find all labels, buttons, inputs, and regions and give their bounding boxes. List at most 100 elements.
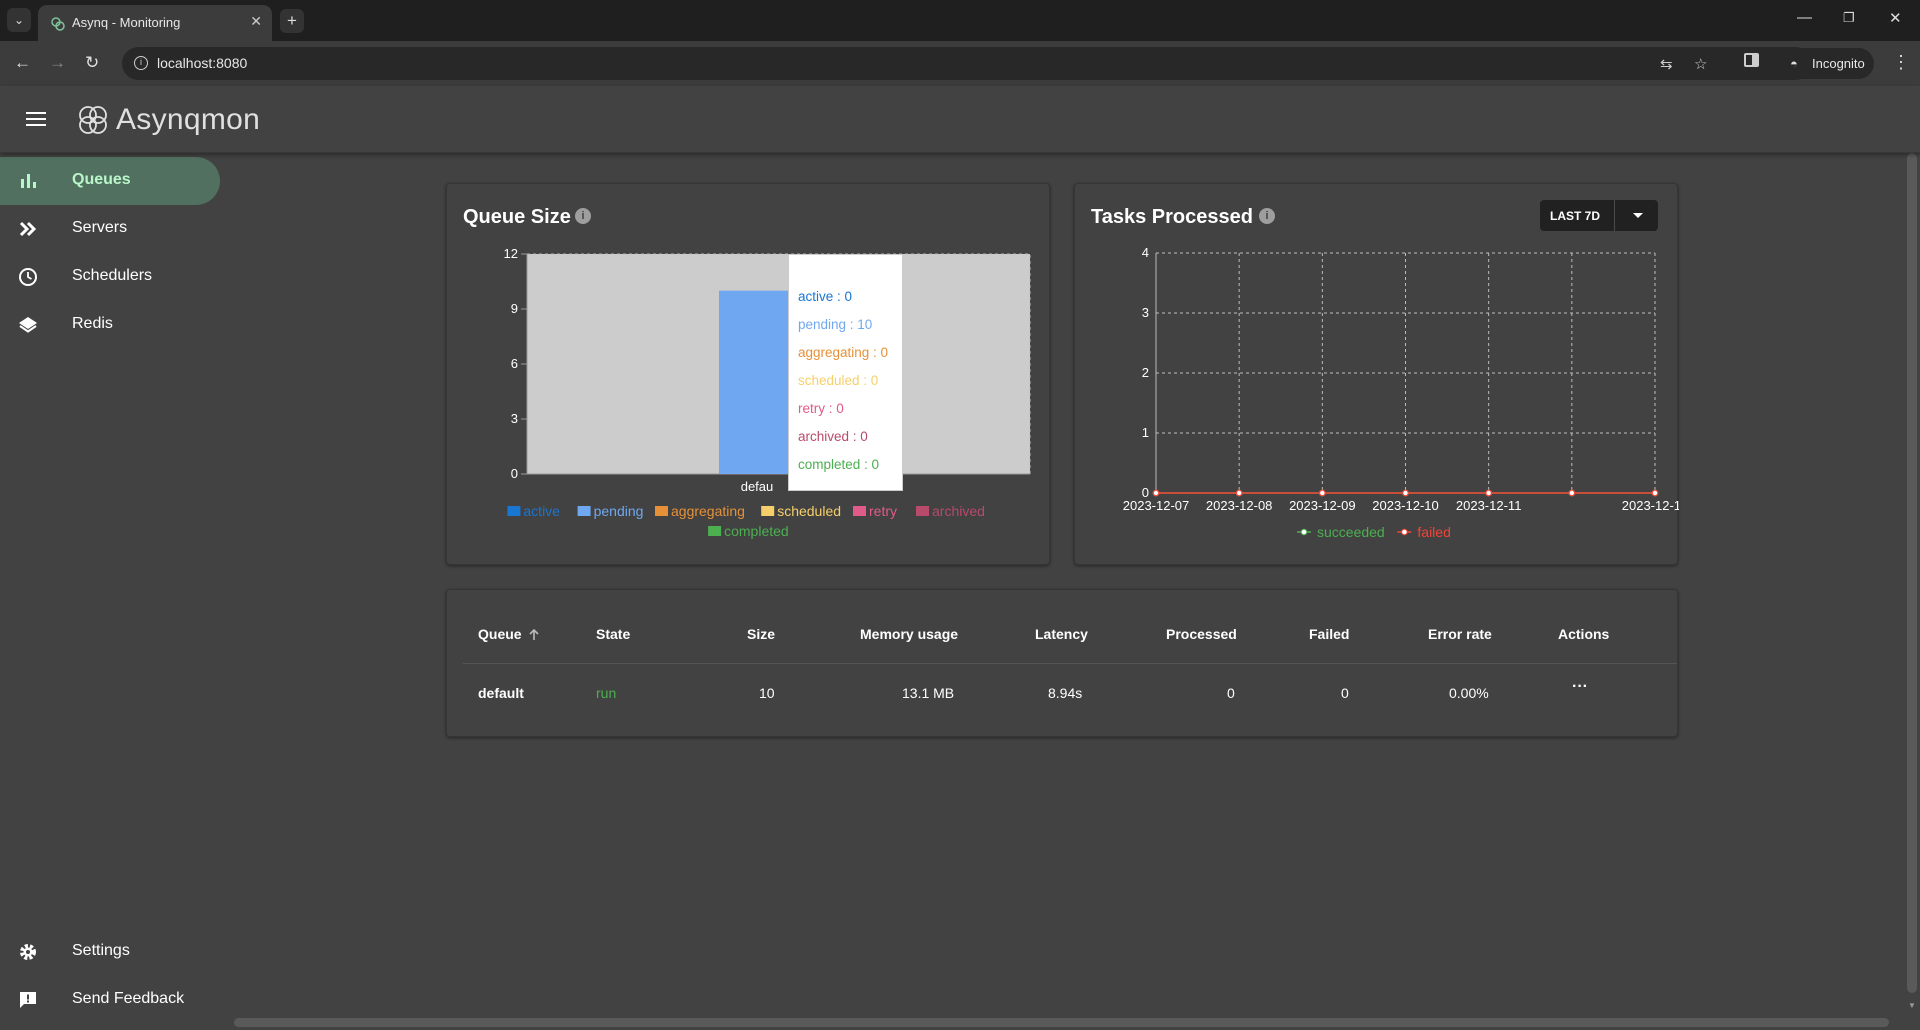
vertical-scrollbar-thumb[interactable] xyxy=(1907,153,1917,993)
double-chevron-icon xyxy=(19,221,37,237)
column-header-queue[interactable]: Queue xyxy=(478,626,522,642)
sidebar-item-label: Schedulers xyxy=(72,267,153,284)
legend-marker-succeeded xyxy=(1300,528,1308,536)
side-panel-icon[interactable] xyxy=(1744,53,1759,67)
data-point-failed xyxy=(1318,489,1326,497)
time-range-dropdown-icon[interactable] xyxy=(1633,213,1643,218)
window-close-icon[interactable]: ✕ xyxy=(1889,10,1902,27)
site-info-icon[interactable]: i xyxy=(134,56,148,70)
data-point-failed xyxy=(1152,489,1160,497)
tasks-processed-chart: 0 1 2 3 4 2023-12-07 2023-12-08 2023-12-09 2023-… xyxy=(1123,245,1679,540)
queue-size-value: 10 xyxy=(759,685,775,701)
app-brand: Asynqmon xyxy=(116,103,261,136)
x-tick-label: 2023-12-07 xyxy=(1123,498,1190,513)
column-header-processed[interactable]: Processed xyxy=(1166,626,1237,642)
bar-chart-icon xyxy=(21,174,36,188)
reload-icon[interactable]: ↻ xyxy=(85,53,100,72)
legend-label-aggregating: aggregating xyxy=(671,503,745,519)
tasks-processed-info-icon[interactable]: i xyxy=(1259,208,1275,224)
scroll-down-arrow-icon[interactable]: ▼ xyxy=(1908,1001,1916,1010)
time-range-label: LAST 7D xyxy=(1550,209,1601,223)
failed-value: 0 xyxy=(1341,685,1349,701)
tooltip-pending: pending : 10 xyxy=(798,317,873,332)
asynq-favicon-icon xyxy=(51,17,65,31)
error-rate-value: 0.00% xyxy=(1449,685,1489,701)
tooltip-retry: retry : 0 xyxy=(798,401,844,416)
sidebar-item-redis[interactable]: Redis xyxy=(0,301,220,349)
legend-label-retry: retry xyxy=(869,503,897,519)
minimize-icon[interactable]: — xyxy=(1797,9,1812,26)
column-header-memory-usage[interactable]: Memory usage xyxy=(860,626,959,642)
back-icon[interactable]: ← xyxy=(14,53,31,72)
sidebar-item-schedulers[interactable]: Schedulers xyxy=(0,253,220,301)
legend-label-active: active xyxy=(523,503,560,519)
address-bar[interactable]: i localhost:8080 ⇆ ☆ xyxy=(122,47,1812,80)
column-header-failed[interactable]: Failed xyxy=(1309,626,1350,642)
app-bar: Asynqmon xyxy=(0,86,1920,153)
vertical-scrollbar[interactable]: ▼ xyxy=(1904,153,1920,1015)
sidebar-item-label: Redis xyxy=(72,315,113,332)
browser-tab[interactable]: Asynq - Monitoring ✕ xyxy=(38,5,272,41)
y-tick-label: 12 xyxy=(504,246,518,261)
sidebar-item-label: Queues xyxy=(72,171,131,188)
row-actions-icon[interactable]: ··· xyxy=(1572,678,1588,695)
sort-arrow-up-icon[interactable] xyxy=(527,628,541,642)
tab-close-icon[interactable]: ✕ xyxy=(250,13,262,29)
queue-size-title: Queue Size xyxy=(463,206,571,228)
horizontal-scrollbar[interactable] xyxy=(220,1015,1904,1030)
restore-icon[interactable]: ❐ xyxy=(1843,10,1855,25)
new-tab-button[interactable]: + xyxy=(280,9,304,33)
y-tick-label: 0 xyxy=(1142,485,1149,500)
time-range-button[interactable]: LAST 7D xyxy=(1540,200,1658,231)
column-header-error-rate[interactable]: Error rate xyxy=(1428,626,1492,642)
browser-menu-icon[interactable]: ⋮ xyxy=(1892,52,1910,72)
sidebar: Queues Servers Schedulers Redis Settings… xyxy=(0,153,220,1030)
bookmark-star-icon[interactable]: ☆ xyxy=(1694,56,1708,73)
tab-search-button[interactable]: ⌄ xyxy=(7,8,31,32)
legend-swatch-completed xyxy=(708,526,722,536)
sidebar-item-send-feedback[interactable]: Send Feedback xyxy=(0,976,220,1024)
table-divider xyxy=(463,663,1677,664)
queue-size-card: Queue Size i 0 3 6 9 12 defau active pending agg… xyxy=(446,183,1050,565)
sidebar-item-label: Servers xyxy=(72,219,128,236)
sidebar-item-queues[interactable]: Queues xyxy=(0,157,220,205)
queue-size-info-icon[interactable]: i xyxy=(575,208,591,224)
incognito-badge[interactable]: ◓ Incognito xyxy=(1778,48,1874,79)
column-header-state[interactable]: State xyxy=(596,626,631,642)
sidebar-item-servers[interactable]: Servers xyxy=(0,205,220,253)
queue-name-link[interactable]: default xyxy=(478,685,524,701)
tab-title: Asynq - Monitoring xyxy=(72,15,181,30)
column-header-size[interactable]: Size xyxy=(747,626,776,642)
queues-table: Queue State Size Memory usage Latency Pr… xyxy=(446,589,1678,737)
sidebar-item-settings[interactable]: Settings xyxy=(0,928,220,976)
queue-size-chart: 0 3 6 9 12 defau active pending aggregating sched… xyxy=(504,246,1031,539)
x-tick-label: 2023-12-08 xyxy=(1206,498,1273,513)
data-point-failed xyxy=(1568,489,1576,497)
y-tick-label: 9 xyxy=(511,301,518,316)
url-text[interactable]: localhost:8080 xyxy=(157,55,248,71)
menu-icon[interactable] xyxy=(26,112,46,126)
incognito-icon: ◓ xyxy=(1790,56,1798,71)
tooltip-archived: archived : 0 xyxy=(798,429,868,444)
x-tick-label: 2023-12-13 xyxy=(1622,498,1679,513)
sidebar-item-label: Settings xyxy=(72,942,130,959)
data-point-failed xyxy=(1651,489,1659,497)
column-header-latency[interactable]: Latency xyxy=(1035,626,1088,642)
legend-label-pending: pending xyxy=(594,503,644,519)
y-tick-label: 2 xyxy=(1142,365,1149,380)
tooltip-completed: completed : 0 xyxy=(798,457,880,472)
x-tick-label: 2023-12-11 xyxy=(1456,498,1522,513)
legend-label-scheduled: scheduled xyxy=(777,503,841,519)
translate-icon[interactable]: ⇆ xyxy=(1660,56,1673,73)
data-point-failed xyxy=(1235,489,1243,497)
forward-icon[interactable]: → xyxy=(49,53,66,72)
legend-label-archived: archived xyxy=(932,503,985,519)
horizontal-scrollbar-thumb[interactable] xyxy=(234,1018,1889,1027)
y-tick-label: 3 xyxy=(1142,305,1149,320)
y-tick-label: 0 xyxy=(511,466,518,481)
tooltip-scheduled: scheduled : 0 xyxy=(798,373,879,388)
memory-usage-value: 13.1 MB xyxy=(902,685,955,701)
data-point-failed xyxy=(1485,489,1493,497)
latency-value: 8.94s xyxy=(1048,685,1083,701)
queue-size-tooltip: active : 0 pending : 10 aggregating : 0 … xyxy=(788,254,903,491)
